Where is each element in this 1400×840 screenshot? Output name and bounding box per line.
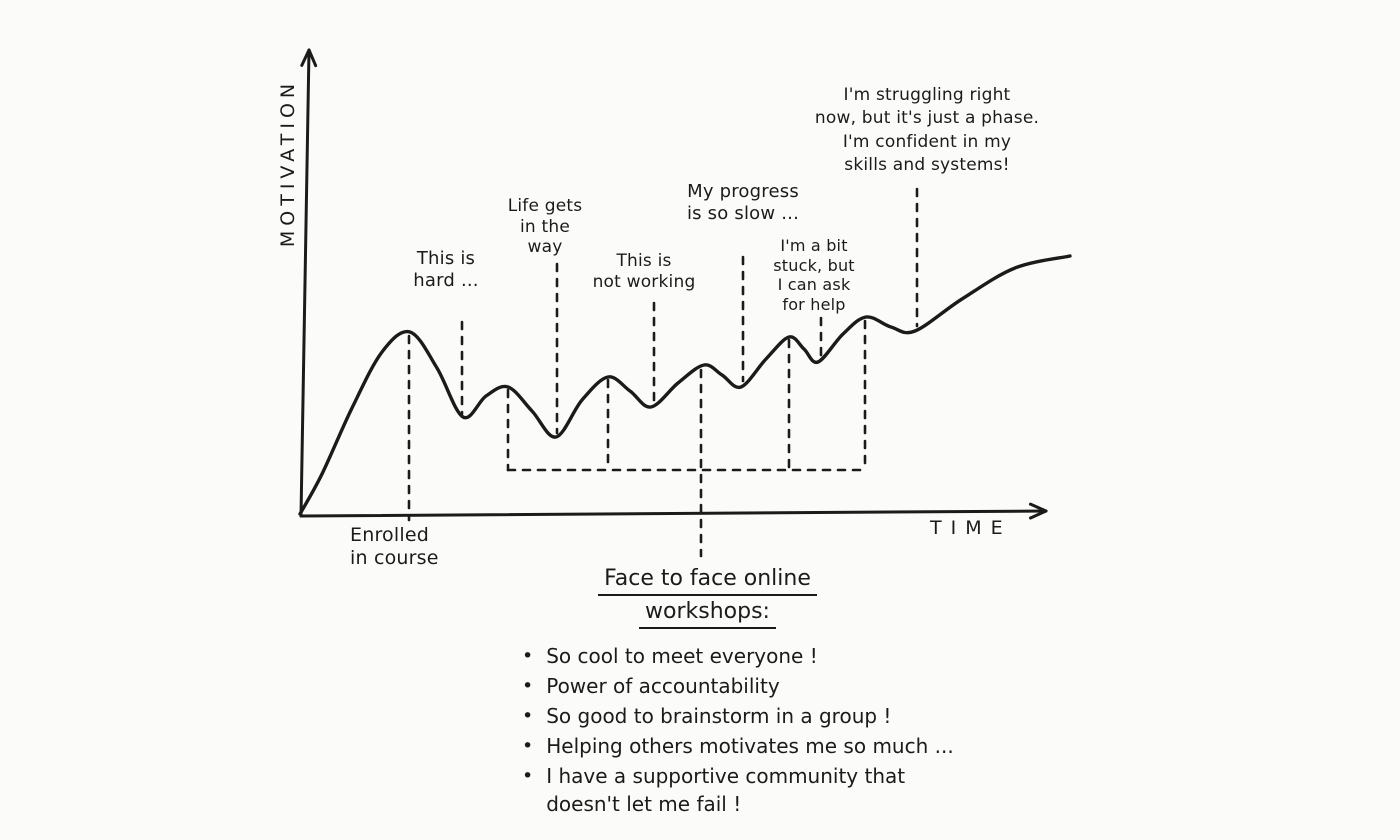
- annotation-struggling-just-a-phase: I'm struggling right now, but it's just …: [814, 85, 1040, 176]
- workshops-heading-line2: workshops:: [639, 599, 776, 629]
- bullet-text: So cool to meet everyone !: [546, 644, 818, 668]
- annotation-bit-stuck-ask-for-help: I'm a bit stuck, but I can ask for help: [773, 236, 855, 314]
- annotation-this-is-hard: This is hard ...: [413, 248, 479, 291]
- x-axis-label: TIME: [930, 517, 1012, 539]
- workshops-heading: Face to face online workshops:: [560, 566, 855, 629]
- bullet-text: Power of accountability: [546, 674, 780, 698]
- motivation-curve: [298, 254, 1072, 516]
- annotation-enrolled-in-course: Enrolled in course: [350, 524, 439, 570]
- bullet-text: So good to brainstorm in a group !: [546, 704, 892, 728]
- bullet-icon: •: [522, 765, 534, 787]
- list-item: • Power of accountability: [522, 672, 1002, 700]
- workshops-heading-line1: Face to face online: [598, 566, 817, 596]
- bullet-icon: •: [522, 705, 534, 727]
- bullet-icon: •: [522, 735, 534, 757]
- x-axis: [299, 509, 1048, 518]
- list-item: • Helping others motivates me so much ..…: [522, 732, 1002, 760]
- x-axis-arrowhead-1: [1028, 502, 1048, 513]
- axes-layer: [299, 48, 1048, 520]
- x-axis-arrowhead-0: [1029, 509, 1048, 520]
- list-item: • So good to brainstorm in a group !: [522, 702, 1002, 730]
- bullet-text: Helping others motivates me so much ...: [546, 734, 954, 758]
- annotation-life-gets-in-the-way: Life gets in the way: [507, 196, 583, 258]
- bullet-icon: •: [522, 675, 534, 697]
- annotation-this-is-not-working: This is not working: [592, 251, 696, 292]
- y-axis-arrowhead-1: [300, 48, 311, 67]
- bullet-icon: •: [522, 645, 534, 667]
- dashed-pointer-lines: [407, 187, 919, 558]
- bullet-text: I have a supportive community that doesn…: [546, 764, 906, 816]
- list-item: • So cool to meet everyone !: [522, 642, 1002, 670]
- y-axis-arrowhead-0: [307, 48, 318, 68]
- motivation-curve-path: [298, 254, 1072, 516]
- annotation-progress-so-slow: My progress is so slow ...: [686, 181, 799, 224]
- workshops-bullet-list: • So cool to meet everyone ! • Power of …: [522, 642, 1002, 820]
- y-axis: [299, 48, 311, 518]
- y-axis-label: MOTIVATION: [277, 78, 299, 248]
- list-item: • I have a supportive community that doe…: [522, 762, 1002, 818]
